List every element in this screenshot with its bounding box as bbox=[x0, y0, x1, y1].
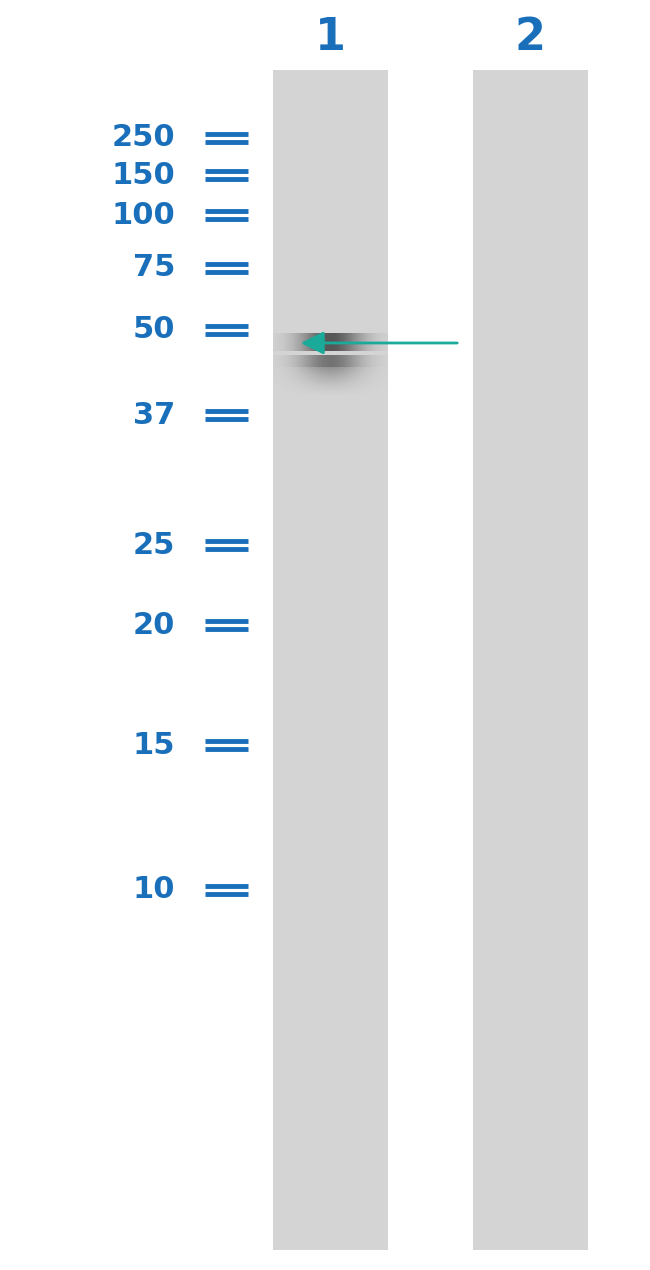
Text: 75: 75 bbox=[133, 254, 175, 282]
Text: 150: 150 bbox=[111, 160, 175, 189]
Bar bbox=[473, 70, 588, 1250]
Text: 250: 250 bbox=[111, 123, 175, 152]
Text: 2: 2 bbox=[515, 17, 545, 60]
Text: 10: 10 bbox=[133, 875, 175, 904]
Text: 50: 50 bbox=[133, 315, 175, 344]
Text: 25: 25 bbox=[133, 531, 175, 560]
Text: 100: 100 bbox=[111, 201, 175, 230]
Bar bbox=[272, 70, 387, 1250]
Text: 37: 37 bbox=[133, 400, 175, 429]
Text: 1: 1 bbox=[315, 17, 346, 60]
Text: 15: 15 bbox=[133, 730, 175, 759]
Text: 20: 20 bbox=[133, 611, 175, 640]
